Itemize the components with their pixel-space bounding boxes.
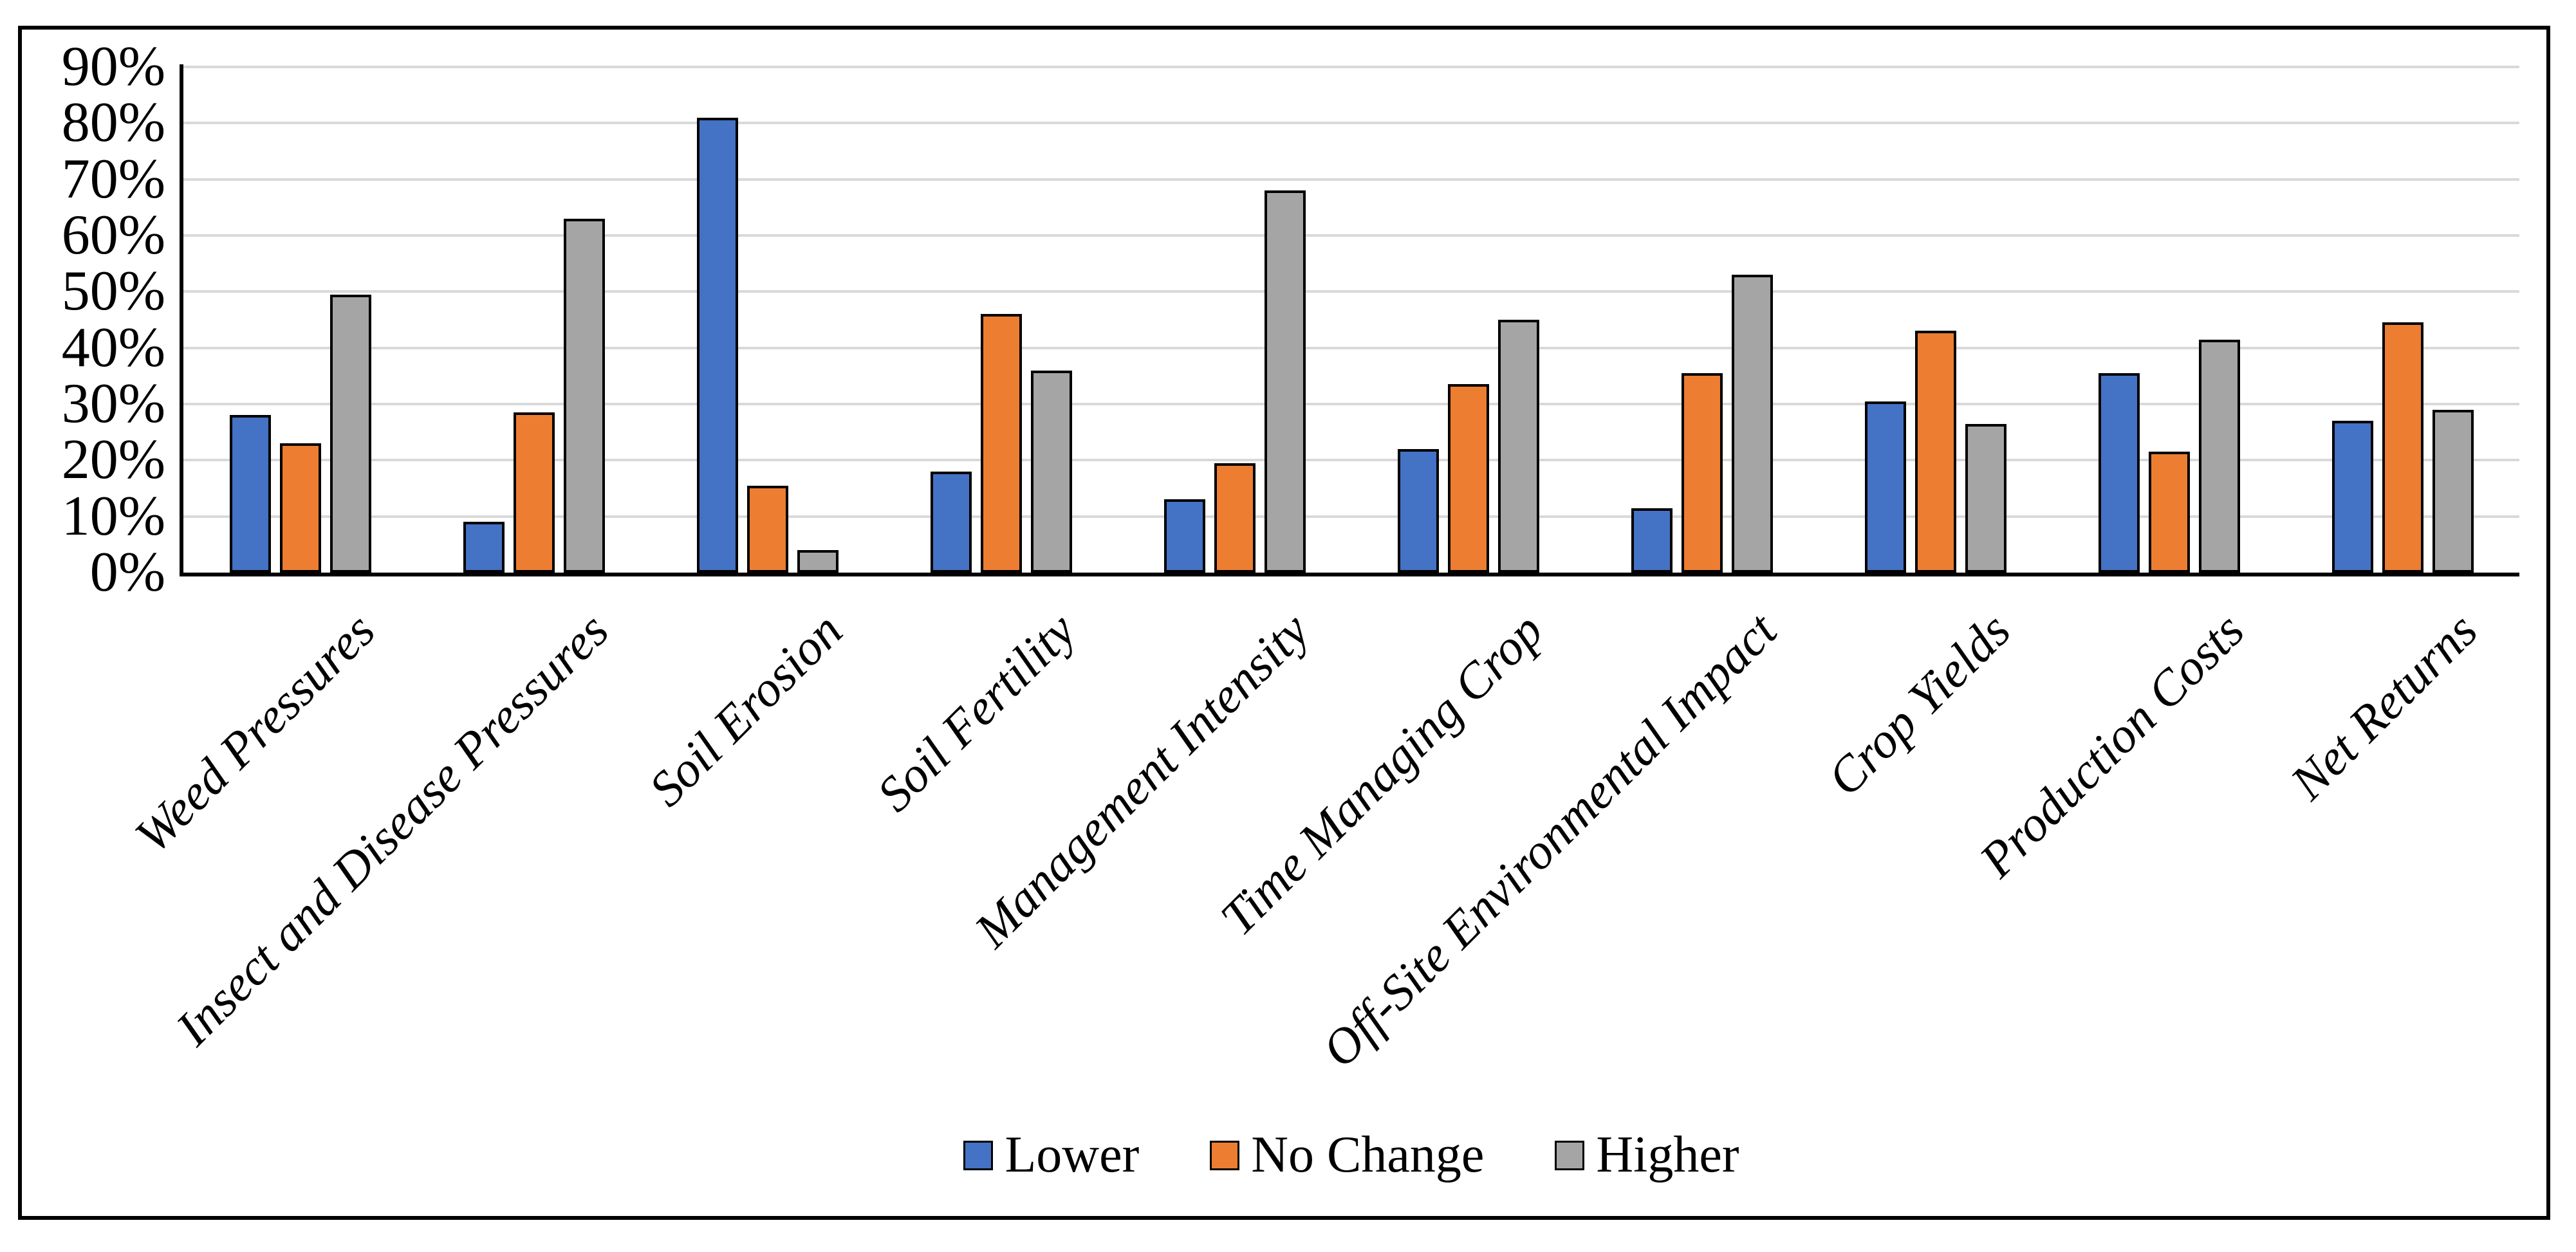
bar-crop-yields-no-change: [1914, 331, 1956, 573]
bar-time-managing-crop-higher: [1497, 320, 1539, 573]
y-tick-label-40: 40%: [61, 316, 165, 379]
bar-insect-and-disease-pressures-higher: [563, 218, 605, 573]
x-category-label-text: Soil Fertility: [866, 602, 1086, 822]
x-category-label-text: Net Returns: [2279, 602, 2488, 811]
gridline-40: [183, 346, 2519, 349]
bar-net-returns-no-change: [2382, 322, 2423, 573]
bar-soil-fertility-lower: [930, 471, 972, 573]
bar-weed-pressures-no-change: [279, 443, 321, 573]
x-category-label-text: Soil Erosion: [637, 602, 853, 817]
y-tick-label-80: 80%: [61, 91, 165, 154]
gridline-50: [183, 290, 2519, 293]
x-category-label-text: Off-Site Environmental Impact: [1311, 602, 1787, 1078]
x-category-label-text: Weed Pressures: [124, 602, 385, 863]
legend-swatch-higher: [1555, 1140, 1585, 1170]
legend-swatch-no-change: [1210, 1140, 1240, 1170]
y-tick-label-50: 50%: [61, 260, 165, 323]
legend-label-higher: Higher: [1596, 1127, 1739, 1183]
gridline-70: [183, 178, 2519, 181]
bar-soil-erosion-higher: [797, 550, 839, 573]
bar-weed-pressures-lower: [229, 415, 271, 573]
legend-item-higher: Higher: [1555, 1126, 1739, 1184]
gridline-20: [183, 459, 2519, 462]
y-tick-label-90: 90%: [61, 35, 165, 98]
legend-item-no-change: No Change: [1210, 1126, 1484, 1184]
gridline-60: [183, 234, 2519, 237]
bar-insect-and-disease-pressures-lower: [463, 522, 505, 573]
y-tick-label-10: 10%: [61, 484, 165, 548]
bar-crop-yields-lower: [1864, 401, 1906, 573]
bar-off-site-environmental-impact-no-change: [1681, 373, 1723, 573]
y-axis-line: [180, 64, 183, 576]
gridline-80: [183, 122, 2519, 125]
legend: Lower No Change Higher: [183, 1126, 2519, 1184]
bar-soil-erosion-lower: [696, 117, 738, 573]
bar-production-costs-higher: [2198, 339, 2240, 573]
bar-production-costs-lower: [2098, 373, 2140, 573]
y-tick-label-30: 30%: [61, 373, 165, 435]
bar-net-returns-higher: [2432, 409, 2474, 573]
bar-soil-fertility-no-change: [980, 314, 1022, 573]
y-tick-label-70: 70%: [61, 147, 165, 210]
legend-label-no-change: No Change: [1251, 1127, 1485, 1183]
gridline-10: [183, 515, 2519, 518]
x-category-label-text: Insect and Disease Pressures: [165, 602, 619, 1056]
x-category-label-text: Crop Yields: [1816, 602, 2021, 807]
bar-off-site-environmental-impact-lower: [1631, 508, 1673, 573]
bar-production-costs-no-change: [2148, 452, 2190, 573]
bar-insect-and-disease-pressures-no-change: [513, 412, 555, 573]
gridline-30: [183, 403, 2519, 405]
legend-item-lower: Lower: [963, 1126, 1139, 1184]
y-tick-label-60: 60%: [61, 204, 165, 266]
x-axis-baseline: [180, 573, 2519, 576]
bar-management-intensity-no-change: [1214, 463, 1256, 573]
gridline-90: [183, 66, 2519, 68]
y-tick-label-0: 0%: [89, 541, 165, 603]
bar-crop-yields-higher: [1965, 423, 2006, 573]
y-tick-label-20: 20%: [61, 428, 165, 492]
bar-time-managing-crop-lower: [1397, 448, 1439, 573]
bar-off-site-environmental-impact-higher: [1731, 275, 1773, 573]
bar-management-intensity-lower: [1163, 499, 1205, 573]
bar-soil-fertility-higher: [1030, 370, 1072, 573]
bar-management-intensity-higher: [1264, 190, 1306, 573]
bar-weed-pressures-higher: [329, 294, 371, 573]
bar-net-returns-lower: [2331, 421, 2373, 573]
legend-label-lower: Lower: [1005, 1127, 1140, 1183]
legend-swatch-lower: [963, 1140, 994, 1170]
bar-time-managing-crop-no-change: [1447, 384, 1489, 573]
bar-soil-erosion-no-change: [746, 485, 788, 573]
